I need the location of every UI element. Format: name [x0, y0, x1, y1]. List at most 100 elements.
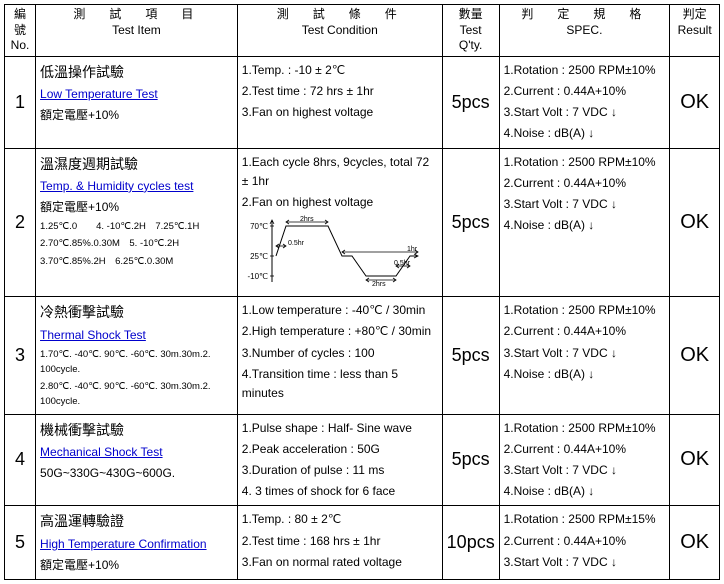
hdr-cond: 測 試 條 件 Test Condition — [237, 5, 442, 57]
cell-spec: 1.Rotation : 2500 RPM±15% 2.Current : 0.4… — [499, 506, 670, 580]
item-link[interactable]: Thermal Shock Test — [40, 328, 146, 342]
cond-line: 1.Temp. : -10 ± 2℃ — [242, 61, 438, 80]
hdr-spec: 判 定 規 格 SPEC. — [499, 5, 670, 57]
spec-line: 1.Rotation : 2500 RPM±10% — [504, 61, 666, 80]
cell-item: 高溫運轉驗證 High Temperature Confirmation額定電壓… — [36, 506, 238, 580]
item-extra: 50G~330G~430G~600G. — [40, 464, 233, 483]
item-cjk-title: 冷熱衝擊試驗 — [40, 301, 233, 323]
item-cjk-title: 機械衝擊試驗 — [40, 419, 233, 441]
table-row: 1 低溫操作試驗 Low Temperature Test額定電壓+10%1.T… — [5, 56, 720, 148]
hdr-item: 測 試 項 目 Test Item — [36, 5, 238, 57]
cond-line: 2.Fan on highest voltage — [242, 193, 438, 212]
item-extra: 額定電壓+10% — [40, 556, 233, 575]
table-row: 5 高溫運轉驗證 High Temperature Confirmation額定… — [5, 506, 720, 580]
hdr-item-en: Test Item — [40, 23, 233, 39]
item-link[interactable]: Temp. & Humidity cycles test — [40, 179, 193, 193]
item-extra: 2.80℃. -40℃. 90℃. -60℃. 30m.30m.2. 100cy… — [40, 379, 233, 409]
spec-line: 3.Start Volt : 7 VDC ↓ — [504, 553, 666, 572]
cell-item: 機械衝擊試驗 Mechanical Shock Test 50G~330G~430… — [36, 414, 238, 506]
cond-line: 2.Test time : 168 hrs ± 1hr — [242, 532, 438, 551]
hdr-spec-cjk: 判 定 規 格 — [504, 7, 666, 23]
spec-line: 3.Start Volt : 7 VDC ↓ — [504, 344, 666, 363]
cell-qty: 5pcs — [442, 56, 499, 148]
item-link[interactable]: Low Temperature Test — [40, 87, 158, 101]
spec-line: 4.Noise : dB(A) ↓ — [504, 124, 666, 143]
svg-text:0.5hr: 0.5hr — [394, 260, 411, 267]
cell-spec: 1.Rotation : 2500 RPM±10% 2.Current : 0.4… — [499, 414, 670, 506]
item-extra: 3.70℃.85%.2H 6.25℃.0.30M — [40, 254, 233, 269]
hdr-qty-cjk: 數量 — [447, 7, 495, 23]
spec-line: 4.Noise : dB(A) ↓ — [504, 482, 666, 501]
cell-item: 溫濕度週期試驗 Temp. & Humidity cycles test 額定電壓… — [36, 148, 238, 297]
cell-result: OK — [670, 414, 720, 506]
item-extra: 2.70℃.85%.0.30M 5. -10℃.2H — [40, 236, 233, 251]
hdr-qty-en: Test Q'ty. — [447, 23, 495, 54]
cell-result: OK — [670, 56, 720, 148]
item-extra: 額定電壓+10% — [40, 106, 233, 125]
cell-cond: 1.Pulse shape : Half- Sine wave 2.Peak ac… — [237, 414, 442, 506]
cond-line: 1.Each cycle 8hrs, 9cycles, total 72 ± 1… — [242, 153, 438, 191]
cell-item: 冷熱衝擊試驗 Thermal Shock Test 1.70℃. -40℃. 90… — [36, 297, 238, 414]
hdr-res-en: Result — [674, 23, 715, 39]
cond-line: 1.Pulse shape : Half- Sine wave — [242, 419, 438, 438]
cell-no: 2 — [5, 148, 36, 297]
header-row: 編號 No. 測 試 項 目 Test Item 測 試 條 件 Test Co… — [5, 5, 720, 57]
spec-line: 2.Current : 0.44A+10% — [504, 322, 666, 341]
cell-result: OK — [670, 297, 720, 414]
spec-line: 2.Current : 0.44A+10% — [504, 174, 666, 193]
svg-text:0.5hr: 0.5hr — [288, 240, 305, 247]
item-link[interactable]: Mechanical Shock Test — [40, 445, 163, 459]
item-extra: 1.70℃. -40℃. 90℃. -60℃. 30m.30m.2. 100cy… — [40, 347, 233, 377]
spec-line: 1.Rotation : 2500 RPM±15% — [504, 510, 666, 529]
test-table: 編號 No. 測 試 項 目 Test Item 測 試 條 件 Test Co… — [4, 4, 720, 580]
cond-line: 3.Duration of pulse : 11 ms — [242, 461, 438, 480]
cond-line: 3.Fan on highest voltage — [242, 103, 438, 122]
cell-qty: 5pcs — [442, 414, 499, 506]
table-row: 2 溫濕度週期試驗 Temp. & Humidity cycles test 額定… — [5, 148, 720, 297]
spec-line: 1.Rotation : 2500 RPM±10% — [504, 153, 666, 172]
cell-cond: 1.Temp. : 80 ± 2℃2.Test time : 168 hrs ±… — [237, 506, 442, 580]
table-row: 3 冷熱衝擊試驗 Thermal Shock Test1.70℃. -40℃. … — [5, 297, 720, 414]
cell-qty: 10pcs — [442, 506, 499, 580]
hdr-qty: 數量 Test Q'ty. — [442, 5, 499, 57]
cell-item: 低溫操作試驗 Low Temperature Test 額定電壓+10% — [36, 56, 238, 148]
spec-line: 1.Rotation : 2500 RPM±10% — [504, 419, 666, 438]
cell-no: 1 — [5, 56, 36, 148]
svg-text:1hr: 1hr — [407, 246, 418, 253]
cell-qty: 5pcs — [442, 297, 499, 414]
hdr-no-cjk: 編號 — [9, 7, 31, 38]
hdr-cond-en: Test Condition — [242, 23, 438, 39]
hdr-spec-en: SPEC. — [504, 23, 666, 39]
svg-text:-10℃: -10℃ — [247, 272, 268, 281]
spec-line: 3.Start Volt : 7 VDC ↓ — [504, 195, 666, 214]
svg-text:70℃: 70℃ — [250, 222, 268, 231]
spec-line: 1.Rotation : 2500 RPM±10% — [504, 301, 666, 320]
spec-line: 2.Current : 0.44A+10% — [504, 82, 666, 101]
hdr-item-cjk: 測 試 項 目 — [40, 7, 233, 23]
cond-line: 4.Transition time : less than 5 minutes — [242, 365, 438, 403]
cond-line: 2.Peak acceleration : 50G — [242, 440, 438, 459]
cond-line: 1.Low temperature : -40℃ / 30min — [242, 301, 438, 320]
cond-line: 4. 3 times of shock for 6 face — [242, 482, 438, 501]
item-extra: 額定電壓+10% — [40, 198, 233, 217]
hdr-no: 編號 No. — [5, 5, 36, 57]
item-cjk-title: 低溫操作試驗 — [40, 61, 233, 83]
spec-line: 4.Noise : dB(A) ↓ — [504, 216, 666, 235]
hdr-res: 判定 Result — [670, 5, 720, 57]
item-extra: 1.25℃.0 4. -10℃.2H 7.25℃.1H — [40, 219, 233, 234]
hdr-cond-cjk: 測 試 條 件 — [242, 7, 438, 23]
cell-result: OK — [670, 148, 720, 297]
svg-text:2hrs: 2hrs — [300, 216, 314, 223]
spec-line: 2.Current : 0.44A+10% — [504, 440, 666, 459]
spec-line: 2.Current : 0.44A+10% — [504, 532, 666, 551]
cycle-chart: 70℃ 25℃ -10℃ 2hrs 0.5hr 1hr 0.5hr 2hrs — [242, 214, 438, 292]
cell-result: OK — [670, 506, 720, 580]
cell-no: 5 — [5, 506, 36, 580]
cell-cond: 1.Temp. : -10 ± 2℃2.Test time : 72 hrs ±… — [237, 56, 442, 148]
item-cjk-title: 溫濕度週期試驗 — [40, 153, 233, 175]
cond-line: 2.High temperature : +80℃ / 30min — [242, 322, 438, 341]
spec-line: 3.Start Volt : 7 VDC ↓ — [504, 461, 666, 480]
spec-line: 3.Start Volt : 7 VDC ↓ — [504, 103, 666, 122]
item-link[interactable]: High Temperature Confirmation — [40, 537, 207, 551]
cell-spec: 1.Rotation : 2500 RPM±10% 2.Current : 0.4… — [499, 297, 670, 414]
